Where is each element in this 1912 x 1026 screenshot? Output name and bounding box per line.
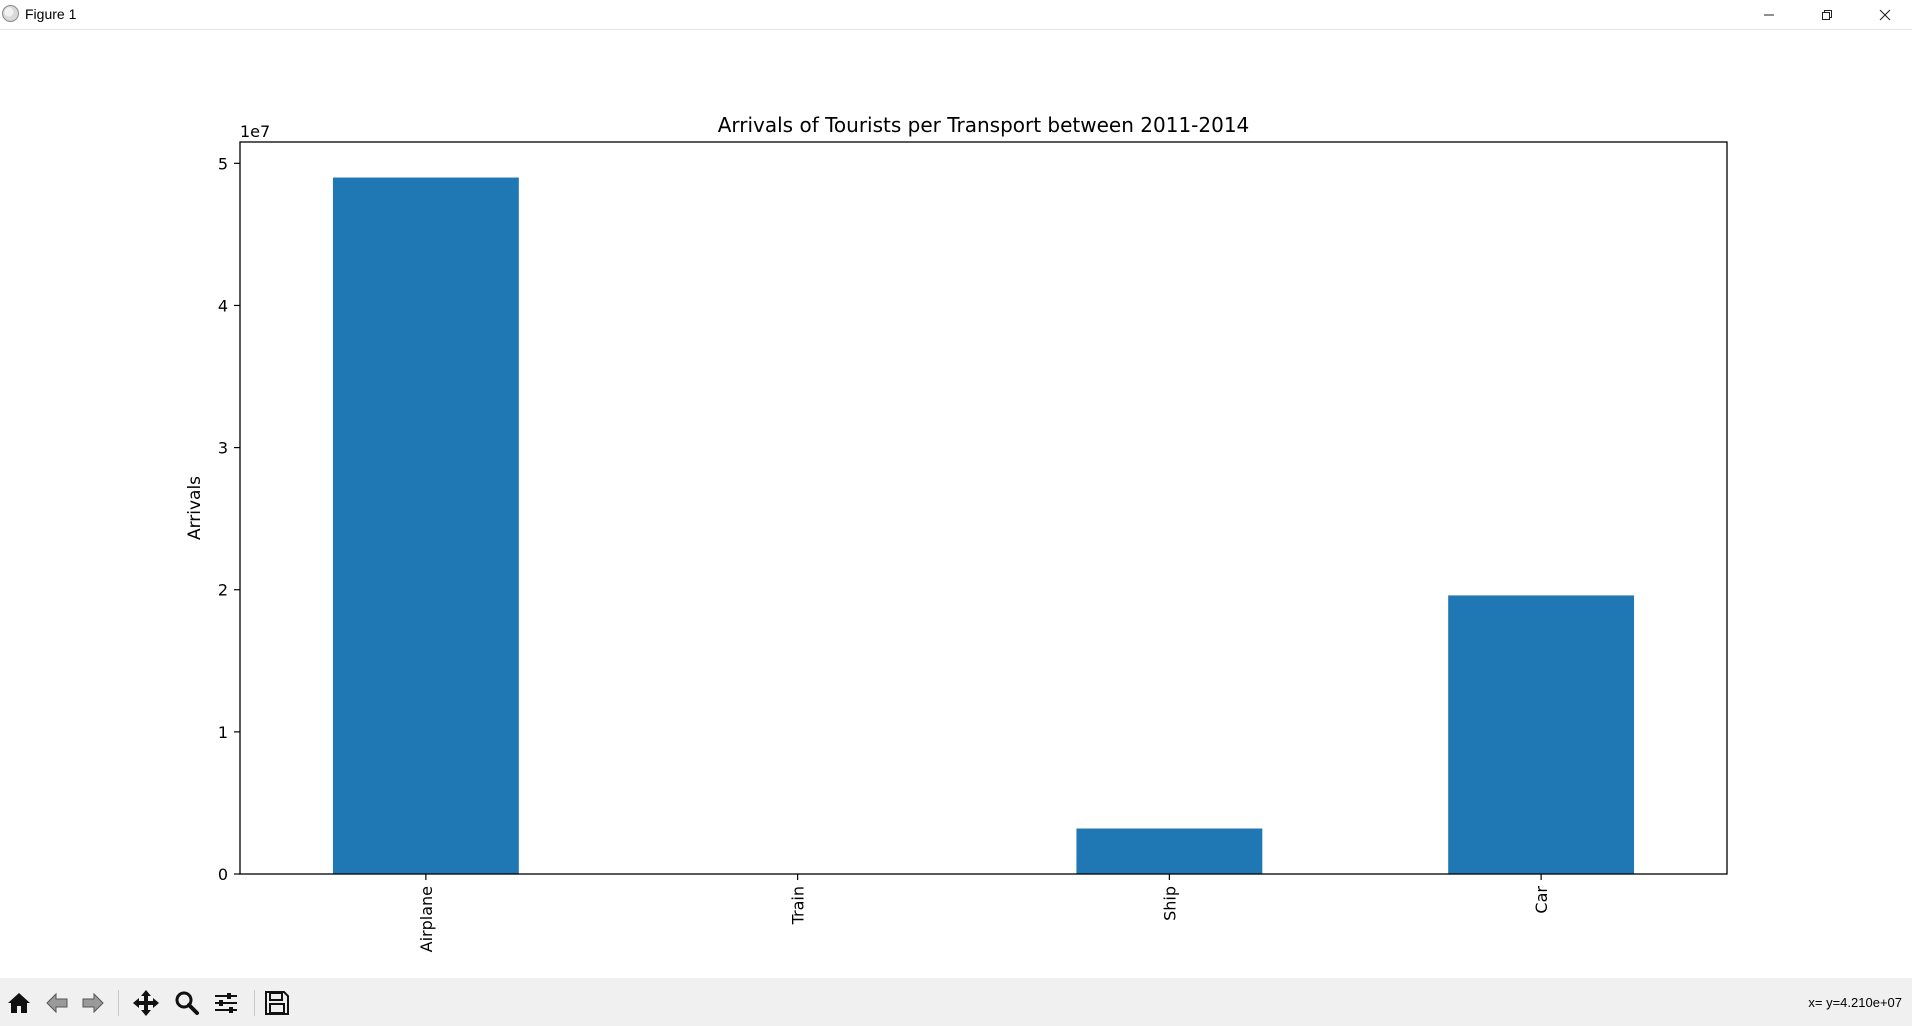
save-icon xyxy=(265,991,289,1015)
zoom-button[interactable] xyxy=(170,988,204,1018)
close-button[interactable] xyxy=(1856,0,1912,29)
x-tick-label-airplane: Airplane xyxy=(417,886,436,952)
save-button[interactable] xyxy=(260,988,294,1018)
bar-car xyxy=(1448,595,1635,874)
y-tick-label: 5 xyxy=(218,154,228,173)
window-title: Figure 1 xyxy=(25,6,77,22)
toolbar-separator xyxy=(118,990,119,1016)
home-icon xyxy=(8,993,30,1013)
y-tick-label: 3 xyxy=(218,439,228,458)
y-tick-label: 4 xyxy=(218,296,228,315)
minimize-button[interactable] xyxy=(1740,0,1798,29)
cursor-coordinates: x= y=4.210e+07 xyxy=(1808,995,1902,1010)
y-tick-label: 0 xyxy=(218,865,228,884)
x-tick-label-car: Car xyxy=(1532,886,1551,914)
y-tick-label: 1 xyxy=(218,723,228,742)
x-tick-label-train: Train xyxy=(789,886,808,925)
forward-arrow-icon xyxy=(82,992,104,1014)
close-icon xyxy=(1879,9,1891,20)
bar-airplane xyxy=(332,177,519,874)
configure-subplots-button[interactable] xyxy=(209,988,243,1018)
toolbar-separator xyxy=(254,990,255,1016)
zoom-icon xyxy=(175,991,199,1015)
axes-frame xyxy=(239,141,1728,875)
pan-button[interactable] xyxy=(129,988,163,1018)
chart-title: Arrivals of Tourists per Transport betwe… xyxy=(718,113,1250,137)
matplotlib-app-icon xyxy=(2,5,19,22)
restore-icon xyxy=(1822,9,1832,20)
back-arrow-icon xyxy=(46,992,68,1014)
configure-subplots-icon xyxy=(215,993,237,1013)
home-button[interactable] xyxy=(2,988,36,1018)
window-titlebar: Figure 1 xyxy=(0,0,1912,30)
pan-icon xyxy=(133,990,159,1016)
y-tick-label: 2 xyxy=(218,581,228,600)
y-axis-label: Arrivals xyxy=(185,476,205,540)
minimize-icon xyxy=(1764,14,1774,15)
x-tick-label-ship: Ship xyxy=(1160,886,1179,921)
bar-chart: Arrivals of Tourists per Transport betwe… xyxy=(185,113,1728,952)
maximize-button[interactable] xyxy=(1798,0,1856,29)
figure-canvas[interactable]: Arrivals of Tourists per Transport betwe… xyxy=(0,30,1912,978)
forward-button[interactable] xyxy=(76,988,110,1018)
bar-ship xyxy=(1076,828,1263,874)
navigation-toolbar: x= y=4.210e+07 xyxy=(0,978,1912,1026)
back-button[interactable] xyxy=(40,988,74,1018)
y-offset-label: 1e7 xyxy=(240,122,270,141)
